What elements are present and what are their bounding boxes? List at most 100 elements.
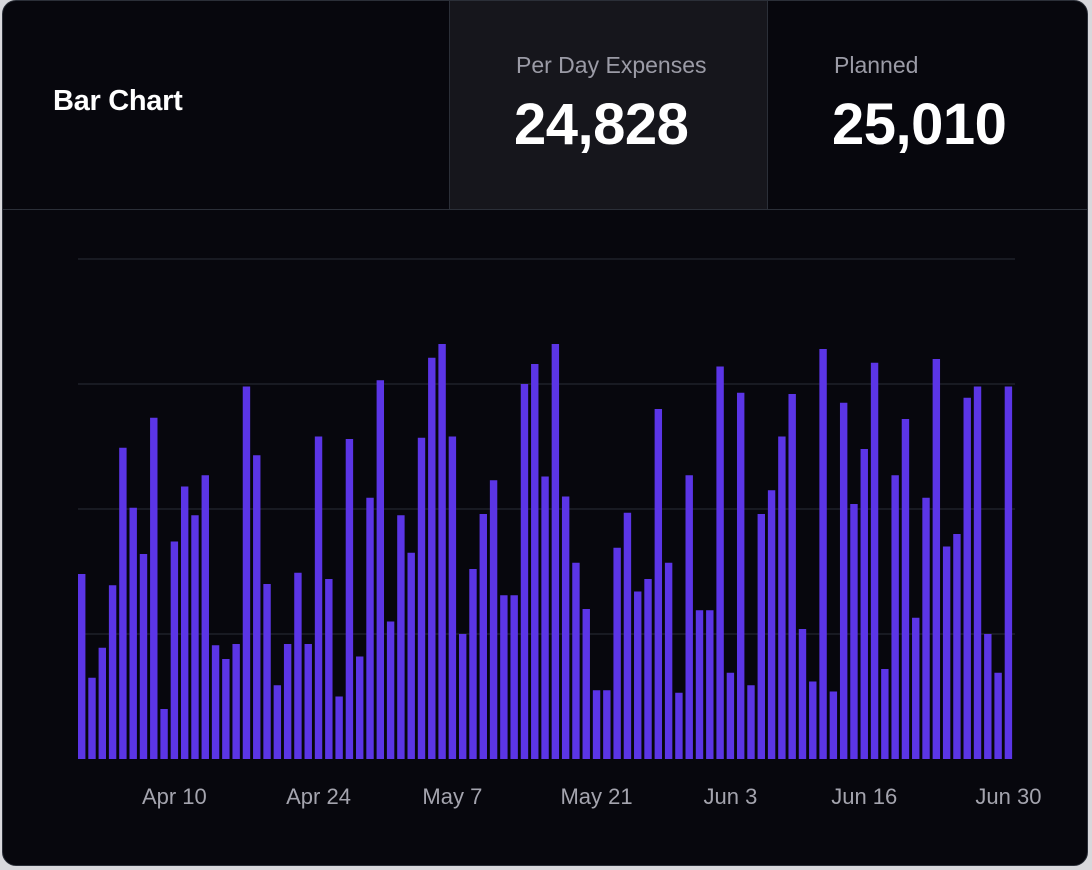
bar[interactable] <box>366 497 374 759</box>
bar[interactable] <box>150 417 158 759</box>
bar[interactable] <box>747 685 755 759</box>
bar[interactable] <box>839 402 848 759</box>
bar[interactable] <box>520 384 529 759</box>
bar[interactable] <box>253 455 261 759</box>
bar[interactable] <box>242 386 251 760</box>
bar[interactable] <box>870 362 879 759</box>
bar[interactable] <box>613 547 621 759</box>
bar[interactable] <box>438 344 446 759</box>
bar[interactable] <box>407 552 415 759</box>
bar[interactable] <box>191 515 199 759</box>
bar[interactable] <box>942 546 951 760</box>
x-tick-label: Jun 16 <box>831 784 897 809</box>
bar[interactable] <box>397 515 405 759</box>
bar[interactable] <box>798 629 807 759</box>
bar[interactable] <box>695 610 704 759</box>
bar[interactable] <box>819 349 827 759</box>
bar[interactable] <box>706 610 714 759</box>
bar[interactable] <box>469 569 477 759</box>
bar[interactable] <box>644 579 652 759</box>
bar[interactable] <box>664 562 673 759</box>
bar[interactable] <box>603 690 611 759</box>
bar[interactable] <box>572 562 580 759</box>
bar[interactable] <box>479 514 487 759</box>
x-tick-label: May 21 <box>560 784 632 809</box>
bar[interactable] <box>901 419 910 759</box>
bar[interactable] <box>170 541 179 760</box>
bar[interactable] <box>417 437 426 759</box>
bar[interactable] <box>273 685 282 759</box>
bar[interactable] <box>963 397 971 759</box>
bar[interactable] <box>922 497 930 759</box>
bar[interactable] <box>541 476 549 760</box>
bar[interactable] <box>788 394 796 759</box>
bar[interactable] <box>88 677 96 759</box>
bar[interactable] <box>108 585 117 759</box>
bar-chart: Apr 10 Apr 24 May 7 May 21 Jun 3 Jun 16 Jun 30 <box>78 258 1041 809</box>
bar[interactable] <box>716 366 724 760</box>
stat-label: Planned <box>834 52 919 78</box>
bar[interactable] <box>201 475 209 759</box>
bar[interactable] <box>736 392 745 759</box>
bar[interactable] <box>634 591 642 760</box>
bar[interactable] <box>98 647 107 759</box>
bar[interactable] <box>561 496 570 760</box>
bar[interactable] <box>314 436 323 760</box>
bar[interactable] <box>592 690 601 759</box>
bar[interactable] <box>582 609 590 759</box>
x-axis-ticks: Apr 10 Apr 24 May 7 May 21 Jun 3 Jun 16 Jun 30 <box>142 784 1041 809</box>
bar[interactable] <box>222 659 230 759</box>
bar[interactable] <box>500 595 508 759</box>
bar[interactable] <box>654 409 663 759</box>
x-tick-label: May 7 <box>422 784 482 809</box>
bar[interactable] <box>551 344 560 759</box>
card-title: Bar Chart <box>53 85 183 117</box>
bar[interactable] <box>232 644 240 759</box>
bar[interactable] <box>448 436 457 760</box>
bar[interactable] <box>119 447 127 759</box>
bar[interactable] <box>428 357 436 759</box>
bar[interactable] <box>376 380 385 759</box>
bar[interactable] <box>778 436 786 760</box>
bar[interactable] <box>160 709 168 759</box>
bar[interactable] <box>767 490 776 759</box>
bar[interactable] <box>891 475 899 759</box>
bar[interactable] <box>675 692 683 759</box>
bar[interactable] <box>386 621 395 760</box>
bar[interactable] <box>489 480 498 759</box>
bar[interactable] <box>1004 386 1013 760</box>
bar[interactable] <box>283 644 292 759</box>
bar[interactable] <box>973 386 982 760</box>
bar[interactable] <box>129 507 137 759</box>
stat-planned[interactable]: Planned 25,010 <box>768 1 1087 209</box>
bar[interactable] <box>139 554 148 759</box>
bar[interactable] <box>335 696 343 760</box>
bar[interactable] <box>78 574 86 759</box>
bar[interactable] <box>531 364 539 759</box>
bar[interactable] <box>180 486 189 760</box>
bar[interactable] <box>726 672 735 759</box>
bar[interactable] <box>304 644 312 759</box>
bar[interactable] <box>685 475 693 759</box>
bar[interactable] <box>294 572 302 759</box>
bar[interactable] <box>860 449 868 759</box>
bar[interactable] <box>757 514 765 759</box>
bar[interactable] <box>829 691 838 760</box>
bar[interactable] <box>211 645 220 759</box>
bar[interactable] <box>850 504 858 759</box>
bar[interactable] <box>809 681 817 760</box>
stat-per-day-expenses[interactable]: Per Day Expenses 24,828 <box>449 1 768 209</box>
bar[interactable] <box>881 669 889 759</box>
bar[interactable] <box>932 359 941 759</box>
bar[interactable] <box>623 512 632 759</box>
bar[interactable] <box>510 595 518 759</box>
bar[interactable] <box>953 534 961 759</box>
bar[interactable] <box>912 617 920 759</box>
bar[interactable] <box>263 584 271 759</box>
bar[interactable] <box>325 579 333 759</box>
bar[interactable] <box>458 634 467 759</box>
bar[interactable] <box>356 656 364 760</box>
bar[interactable] <box>345 439 354 759</box>
bar[interactable] <box>984 634 992 759</box>
bar[interactable] <box>994 672 1002 759</box>
